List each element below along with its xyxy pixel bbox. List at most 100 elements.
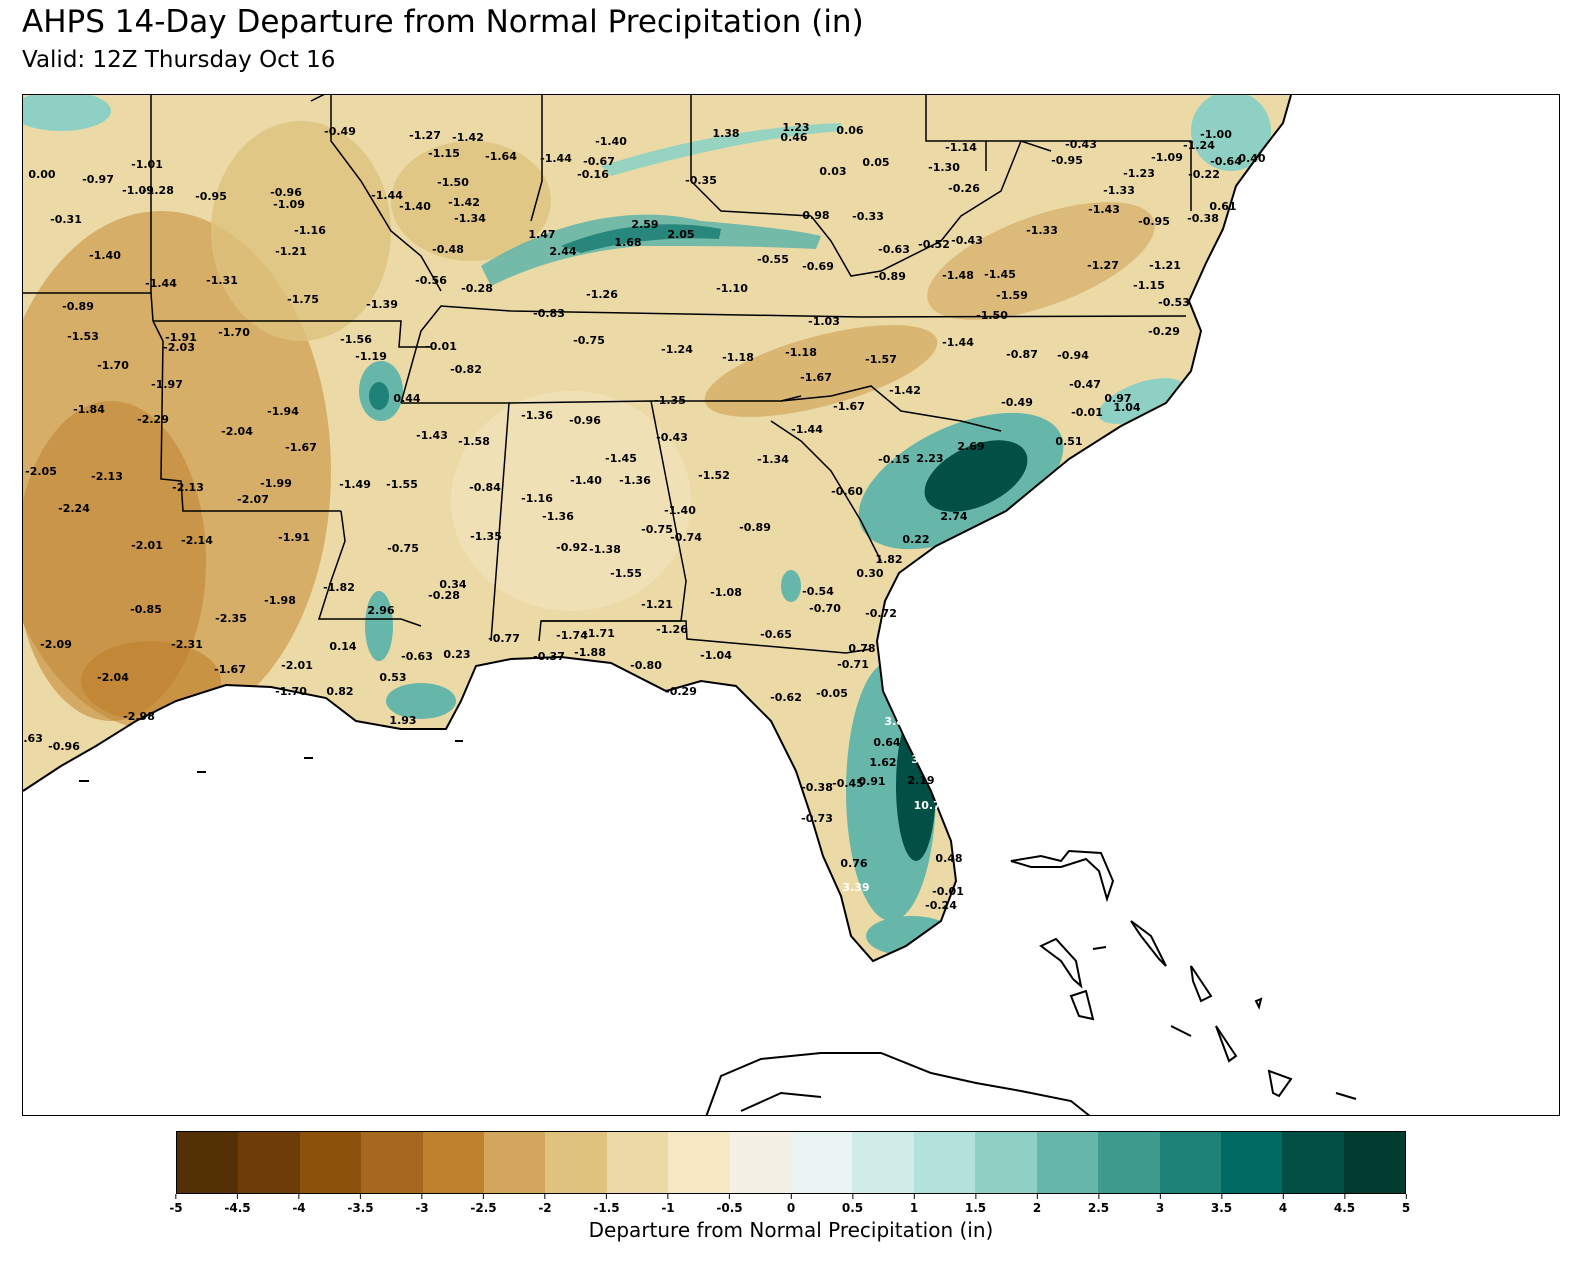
- station-value-label: -0.24: [925, 899, 957, 912]
- station-value-label: 2.69: [957, 440, 984, 453]
- wet-field-nc-coast: [1098, 378, 1184, 424]
- dry-field-arkansas: [211, 121, 391, 341]
- station-value-label: -0.52: [918, 238, 950, 251]
- wet-band-ohio-valley: [481, 214, 821, 286]
- station-value-label: -1.21: [1149, 259, 1181, 272]
- colorbar-tick-label: -0.5: [716, 1201, 743, 1215]
- station-value-label: 2.96: [367, 604, 394, 617]
- colorbar-swatch: [1343, 1132, 1406, 1193]
- station-value-label: -1.56: [340, 333, 372, 346]
- station-value-label: -1.67: [285, 441, 317, 454]
- station-value-label: -0.75: [641, 523, 673, 536]
- station-value-label: -1.39: [366, 298, 398, 311]
- station-value-label: -0.05: [816, 687, 848, 700]
- colorbar: [176, 1131, 1406, 1194]
- station-value-label: 0.82: [326, 685, 353, 698]
- station-value-label: -1.44: [540, 152, 572, 165]
- station-value-label: 1.62: [869, 756, 896, 769]
- station-value-label: -0.75: [573, 334, 605, 347]
- station-value-label: 3.83: [884, 715, 911, 728]
- station-value-label: -1.88: [574, 646, 606, 659]
- very-dry-field-texas: [23, 401, 206, 721]
- station-value-label: -0.16: [577, 168, 609, 181]
- station-value-label: -0.94: [1057, 349, 1089, 362]
- station-value-label: -1.40: [570, 474, 602, 487]
- station-value-label: -1.58: [458, 435, 490, 448]
- station-value-label: -0.96: [270, 186, 302, 199]
- station-value-label: -1.44: [942, 336, 974, 349]
- colorbar-tick: -4.5: [224, 1194, 251, 1215]
- station-value-label: -0.73: [801, 812, 833, 825]
- station-value-label: 1.04: [1113, 401, 1140, 414]
- station-value-label: -1.33: [1026, 224, 1058, 237]
- wet-spot-louisiana: [365, 591, 393, 661]
- station-value-label: -0.63: [878, 243, 910, 256]
- station-value-label: -1.49: [339, 478, 371, 491]
- colorbar-swatch: [913, 1132, 976, 1193]
- colorbar-swatch: [791, 1132, 853, 1193]
- station-value-label: -1.35: [654, 394, 686, 407]
- station-value-label: -1.36: [521, 409, 553, 422]
- station-value-label: -1.24: [1183, 139, 1215, 152]
- station-value-label: -1.44: [371, 189, 403, 202]
- station-value-label: -2.07: [237, 493, 269, 506]
- station-value-label: -1.70: [275, 685, 307, 698]
- station-value-label: -1.36: [619, 474, 651, 487]
- station-value-label: 0.53: [379, 671, 406, 684]
- station-value-label: -0.01: [1071, 406, 1103, 419]
- station-value-label: -1.40: [399, 200, 431, 213]
- station-value-label: -1.33: [1103, 184, 1135, 197]
- colorbar-tick: -1.5: [593, 1194, 620, 1215]
- station-value-label: -1.52: [698, 469, 730, 482]
- colorbar-swatch: [238, 1132, 300, 1193]
- colorbar-tick-label: -3.5: [347, 1201, 374, 1215]
- station-value-label: -0.89: [62, 300, 94, 313]
- colorbar-tick: 4: [1279, 1194, 1287, 1215]
- station-value-label: -1.91: [165, 331, 197, 344]
- map-title: AHPS 14-Day Departure from Normal Precip…: [22, 4, 864, 40]
- wet-band-ohio-core: [561, 224, 721, 253]
- station-value-label: -0.72: [865, 607, 897, 620]
- station-value-label: -1.26: [586, 288, 618, 301]
- station-value-label: -0.65: [760, 628, 792, 641]
- station-value-label: -0.01: [932, 885, 964, 898]
- station-value-label: -0.83: [533, 307, 565, 320]
- station-value-label: -1.18: [722, 351, 754, 364]
- station-value-label: -1.71: [583, 627, 615, 640]
- station-value-label: -1.67: [214, 663, 246, 676]
- colorbar-swatch: [422, 1132, 485, 1193]
- station-value-label: 0.61: [1209, 200, 1236, 213]
- station-value-label: -0.62: [770, 691, 802, 704]
- colorbar-tick-label: 0.5: [841, 1201, 864, 1215]
- station-value-label: -1.63: [23, 732, 43, 745]
- colorbar-tick-label: 3: [1155, 1201, 1165, 1215]
- wet-field-northeast: [1191, 95, 1271, 171]
- colorbar-tick: 4.5: [1334, 1194, 1355, 1215]
- station-value-label: 10.70: [914, 799, 949, 812]
- station-value-label: -1.15: [428, 147, 460, 160]
- colorbar-swatch: [729, 1132, 792, 1193]
- station-value-label: -1.40: [595, 135, 627, 148]
- colorbar-swatch: [299, 1132, 362, 1193]
- state-borders: [23, 95, 1192, 654]
- station-value-label: -0.89: [739, 521, 771, 534]
- colorbar-swatch: [1282, 1132, 1344, 1193]
- station-value-label: -1.18: [785, 346, 817, 359]
- station-value-label: -0.53: [1158, 296, 1190, 309]
- station-value-label: -1.03: [808, 315, 840, 328]
- station-value-label: -2.04: [221, 425, 253, 438]
- colorbar-tick: 5: [1402, 1194, 1410, 1215]
- colorbar-tick: -3: [415, 1194, 429, 1215]
- station-value-label: -0.95: [1051, 154, 1083, 167]
- colorbar-tick: 0.5: [842, 1194, 863, 1215]
- station-value-label: -0.95: [1138, 215, 1170, 228]
- colorbar-swatch: [668, 1132, 730, 1193]
- station-value-label: -1.59: [996, 289, 1028, 302]
- station-value-label: 0.00: [28, 168, 55, 181]
- station-value-label: -1.67: [833, 400, 865, 413]
- station-value-label: -1.24: [661, 343, 693, 356]
- very-wet-field-carolinas: [924, 440, 1028, 512]
- colorbar-tick: -2: [538, 1194, 552, 1215]
- station-value-label: -0.43: [951, 234, 983, 247]
- station-value-label: -0.31: [50, 213, 82, 226]
